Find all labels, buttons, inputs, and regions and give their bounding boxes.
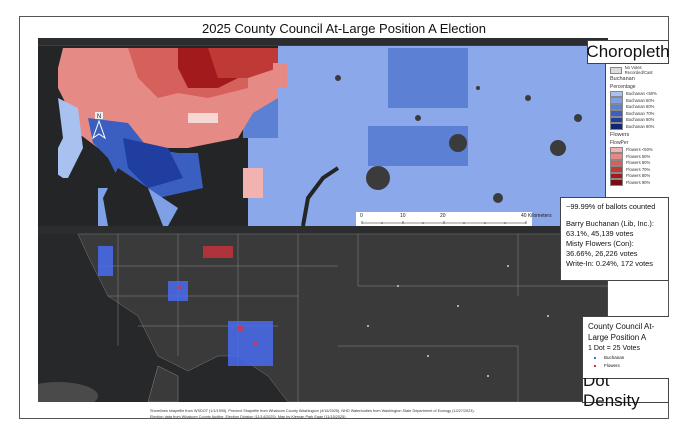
writein-result: Write-In: 0.24%, 172 votes (566, 259, 653, 268)
ballots-counted: ~99.99% of ballots counted (566, 202, 656, 211)
legend-item: Flowers <50% (610, 146, 665, 153)
scale-tick-10: 10 (400, 213, 406, 219)
legend-item: Buchanan 60% (610, 103, 665, 110)
legend-item: Buchanan 80% (610, 116, 665, 123)
map-title: 2025 County Council At-Large Position A … (201, 21, 486, 36)
scale-tick-0: 0 (360, 213, 363, 219)
dot-density-polygons (38, 226, 608, 402)
legend-item: Buchanan 70% (610, 110, 665, 117)
dot-legend-buchanan: Buchanan (588, 354, 664, 362)
choropleth-label: Choropleth (586, 40, 670, 64)
choropleth-map: N (38, 38, 608, 226)
legend-item: Buchanan 90% (610, 123, 665, 130)
dot-legend-title: County Council At-Large Position A (588, 322, 655, 342)
dot-density-label: Dot Density (582, 371, 669, 410)
legend-item: Buchanan 50% (610, 97, 665, 104)
candidate2-result: 36.66%, 26,226 votes (566, 249, 638, 258)
scale-tick-40: 40 Kilometers (521, 213, 552, 219)
dot-density-legend: County Council At-Large Position A 1 Dot… (582, 316, 669, 378)
scale-bar: 0 10 20 40 Kilometers (356, 212, 552, 226)
legend-item: Flowers 90% (610, 179, 665, 186)
legend-item: Flowers 80% (610, 172, 665, 179)
dot-density-map (38, 226, 608, 402)
legend-flowers-sub: FlowPer (610, 139, 629, 146)
legend-flowers-header: Flowers (610, 131, 630, 138)
scale-tick-20: 20 (440, 213, 446, 219)
map-credits: Shorelines shapefile from WSDOT (1/1/199… (150, 409, 475, 419)
canada-border-strip (38, 38, 608, 46)
candidate1-result: 63.1%, 45,139 votes (566, 229, 634, 238)
legend-buchanan-header: Buchanan (610, 75, 635, 82)
choropleth-polygons (38, 46, 608, 226)
candidate1-name: Barry Buchanan (Lib, Inc.): (566, 219, 654, 228)
legend-no-votes: No Votes Recorded/Cast (610, 65, 665, 75)
legend-item: Flowers 50% (610, 153, 665, 160)
legend-item: Flowers 70% (610, 166, 665, 173)
choropleth-legend: No Votes Recorded/Cast Buchanan Percenta… (605, 64, 669, 200)
north-arrow: N (92, 112, 106, 140)
svg-text:N: N (97, 114, 101, 120)
candidate2-name: Misty Flowers (Con): (566, 239, 634, 248)
dot-legend-scale: 1 Dot = 25 Votes (588, 345, 640, 352)
legend-item: Buchanan <50% (610, 90, 665, 97)
results-box: ~99.99% of ballots counted Barry Buchana… (560, 197, 669, 281)
legend-item: Flowers 60% (610, 159, 665, 166)
legend-buchanan-sub: Percentage (610, 83, 636, 90)
dot-legend-flowers: Flowers (588, 362, 664, 370)
